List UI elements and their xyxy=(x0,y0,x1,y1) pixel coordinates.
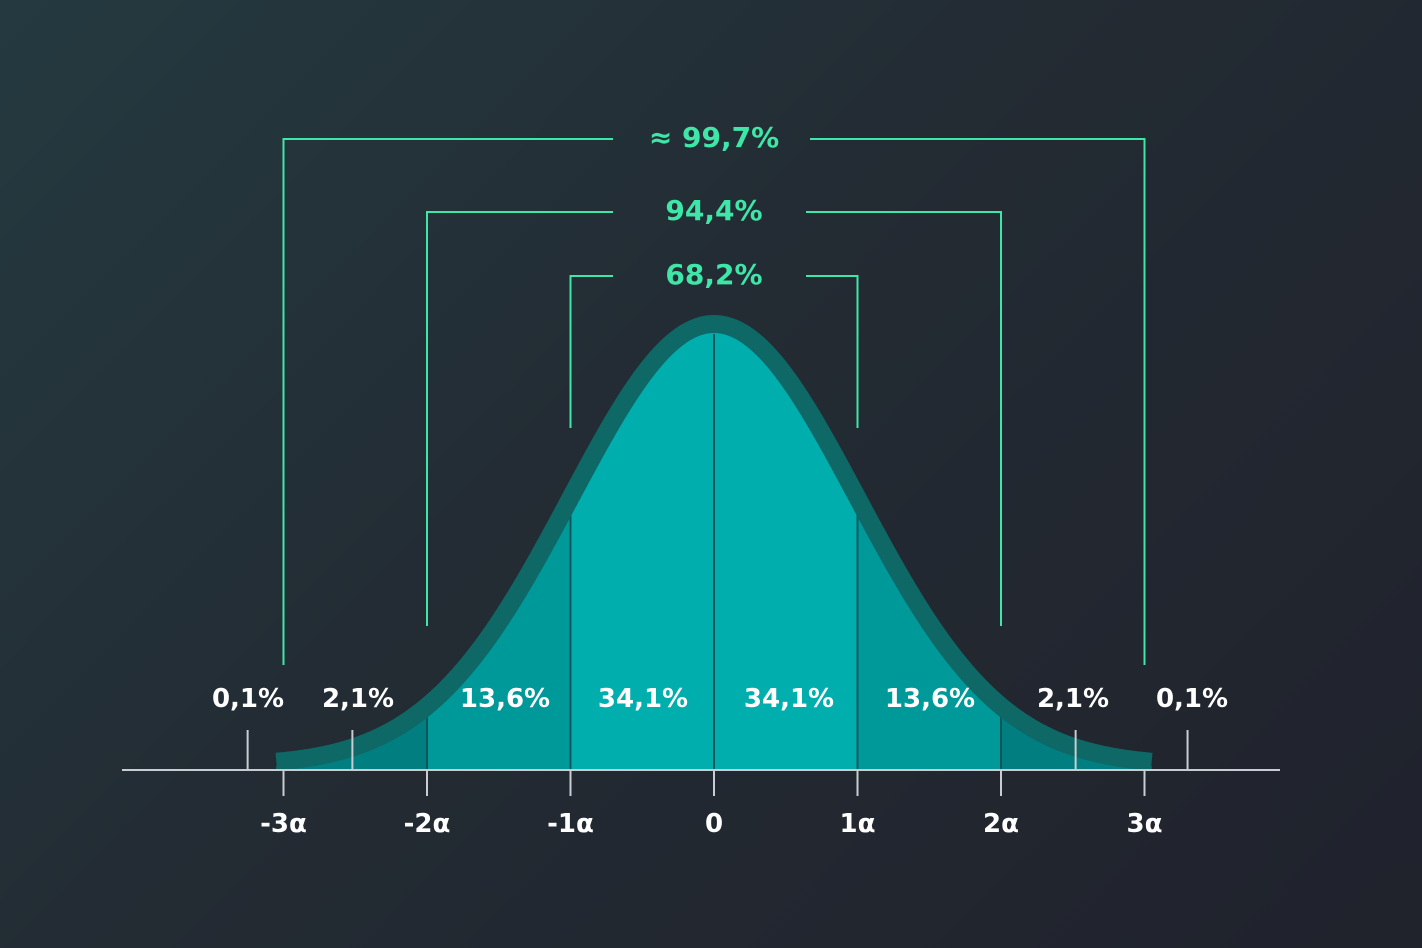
axis-tick-label: -1α xyxy=(547,809,594,839)
bracket-right-arm xyxy=(806,275,859,428)
segment-label: 13,6% xyxy=(885,684,975,714)
bracket-right-arm xyxy=(810,138,1146,665)
bracket-left-arm xyxy=(282,138,613,665)
axis-tick-label: 3α xyxy=(1127,809,1163,839)
axis-tick-label: 0 xyxy=(705,809,723,839)
segment-label: 0,1% xyxy=(1156,684,1228,714)
segment-percent-labels: 0,1% 2,1% 13,6% 34,1% 34,1% 13,6% 2,1% 0,1% xyxy=(212,684,1228,714)
tail-area-left xyxy=(276,710,427,770)
bracket-label: 94,4% xyxy=(665,194,762,227)
segment-label: 0,1% xyxy=(212,684,284,714)
segment-label: 34,1% xyxy=(744,684,834,714)
bracket-left-arm xyxy=(569,275,613,428)
axis-tick-label: -3α xyxy=(260,809,307,839)
bracket-right-arm xyxy=(806,211,1002,626)
percentage-brackets: ≈ 99,7% 94,4% 68,2% xyxy=(282,121,1146,665)
bracket-label: 68,2% xyxy=(665,258,762,291)
bracket-left-arm xyxy=(426,211,613,626)
segment-label: 2,1% xyxy=(1037,684,1109,714)
bracket-label: ≈ 99,7% xyxy=(649,121,779,154)
axis-tick-label: 1α xyxy=(840,809,876,839)
segment-label: 34,1% xyxy=(598,684,688,714)
bracket-3: 68,2% xyxy=(569,258,859,428)
axis-tick-label: 2α xyxy=(983,809,1019,839)
bell-curve-outline xyxy=(275,314,1153,771)
axis-tick-label: -2α xyxy=(404,809,451,839)
segment-label: 13,6% xyxy=(460,684,550,714)
bracket-1: ≈ 99,7% xyxy=(282,121,1146,665)
sigma-divider-lines xyxy=(426,334,1002,770)
segment-label: 2,1% xyxy=(322,684,394,714)
axis-tick-labels: -3α -2α -1α 0 1α 2α 3α xyxy=(260,809,1162,839)
tail-area-right xyxy=(1001,710,1152,770)
tail-tick-marks xyxy=(246,730,1189,796)
bracket-2: 94,4% xyxy=(426,194,1002,626)
